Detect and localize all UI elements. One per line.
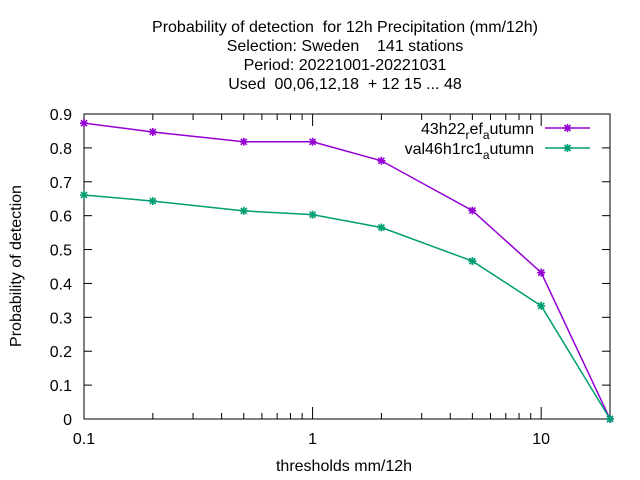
legend-marker — [563, 144, 572, 152]
y-tick-label: 0.1 — [50, 378, 72, 395]
series-2 — [80, 190, 614, 423]
chart-title-line-1: Probability of detection for 12h Precipi… — [152, 19, 538, 36]
legend-label-part: ef — [470, 121, 484, 138]
y-tick-label: 0.8 — [50, 141, 72, 158]
y-tick-label: 0.5 — [50, 243, 72, 260]
plot-frame — [83, 113, 611, 420]
legend-label: val46h1rc1autumn — [405, 141, 534, 162]
series-1 — [80, 119, 614, 423]
data-point — [80, 190, 88, 199]
data-point — [468, 257, 477, 266]
y-tick-label: 0 — [63, 412, 72, 429]
chart-title-line-4: Used 00,06,12,18 + 12 15 ... 48 — [228, 76, 462, 93]
data-point — [80, 119, 88, 128]
chart-title-line-2: Selection: Sweden 141 stations — [226, 38, 464, 55]
axes — [83, 113, 611, 420]
legend-label-part: utumn — [490, 141, 534, 158]
y-tick-label: 0.7 — [50, 175, 72, 192]
x-tick-label: 0.1 — [73, 431, 95, 448]
series-line — [83, 122, 611, 420]
y-tick-label: 0.4 — [50, 276, 72, 293]
y-tick-label: 0.6 — [50, 209, 72, 226]
series-layer — [80, 119, 614, 423]
data-point — [606, 415, 614, 423]
ticks: 00.10.20.30.40.50.60.70.80.90.1 1 10 — [50, 107, 611, 448]
data-point — [537, 301, 546, 310]
x-axis-label: thresholds mm/12h — [276, 458, 412, 475]
x-tick-label: 1 — [308, 431, 317, 448]
legend-label-part: val46h1rc1 — [405, 141, 483, 158]
data-point — [377, 223, 386, 232]
chart-title-line-3: Period: 20221001-20221031 — [243, 57, 447, 74]
x-tick-label: 10 — [532, 431, 550, 448]
legend-label-part: a — [483, 128, 490, 142]
legend-label: 43h22refautumn — [421, 121, 534, 142]
legend-label-part: 43h22 — [421, 121, 466, 138]
y-tick-label: 0.3 — [50, 310, 72, 327]
data-point — [537, 268, 546, 277]
y-tick-label: 0.9 — [50, 107, 72, 124]
data-point — [308, 210, 317, 219]
data-point — [377, 156, 386, 165]
legend-label-part: a — [483, 148, 490, 162]
data-point — [239, 206, 248, 215]
data-point — [148, 197, 157, 206]
data-point — [239, 137, 248, 146]
legend-marker — [563, 124, 572, 132]
data-point — [468, 206, 477, 215]
y-tick-label: 0.2 — [50, 344, 72, 361]
legend-label-part: r — [466, 128, 470, 142]
data-point — [308, 137, 317, 146]
series-line — [83, 194, 611, 420]
y-axis-label: Probability of detection — [8, 185, 25, 347]
legend-label-part: utumn — [490, 121, 534, 138]
data-point — [148, 127, 157, 136]
